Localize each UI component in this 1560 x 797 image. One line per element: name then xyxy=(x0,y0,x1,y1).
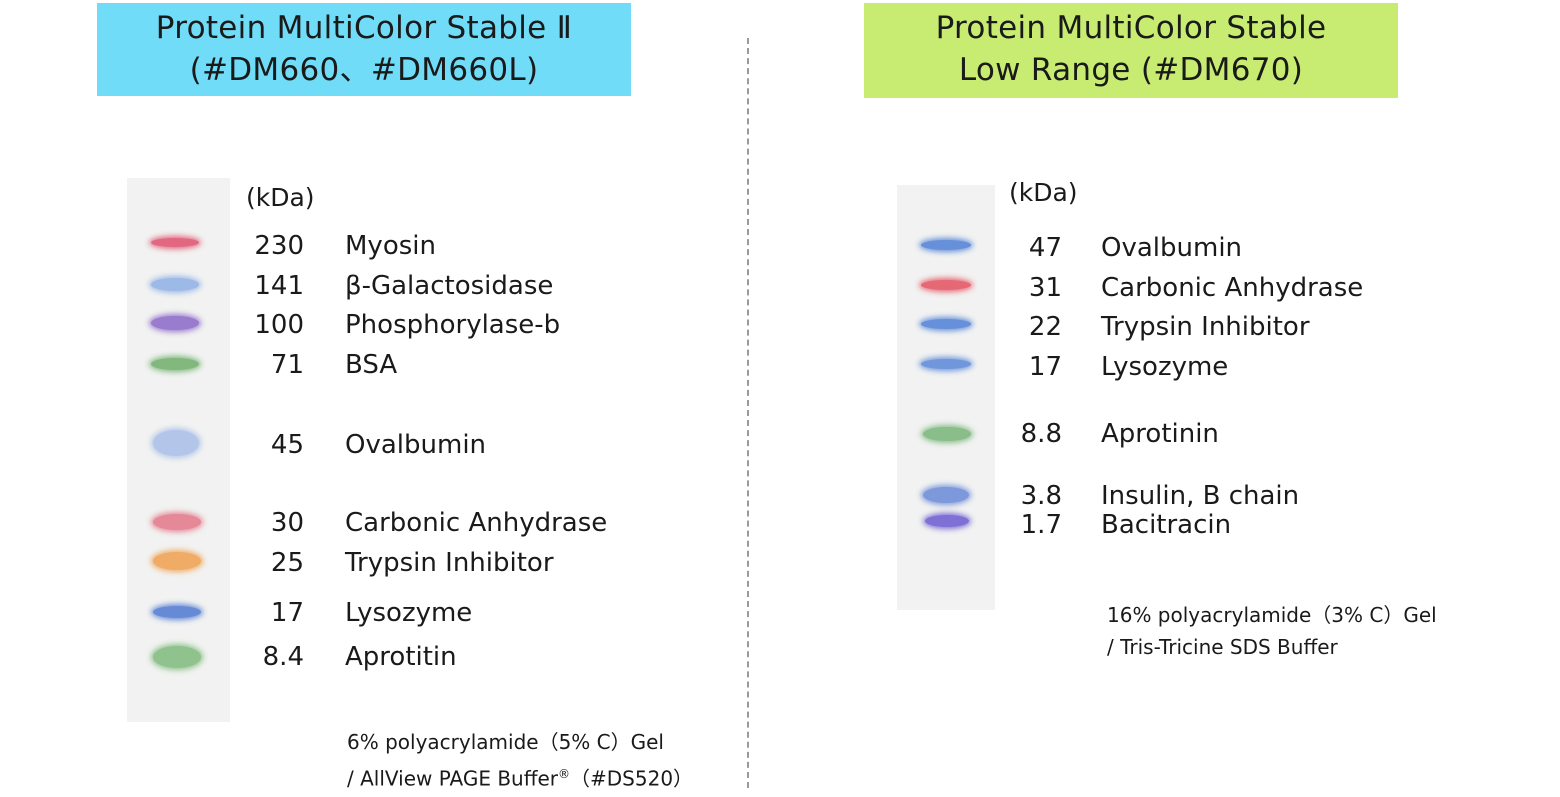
title-dm660-line1: Protein MultiColor Stable Ⅱ xyxy=(155,10,573,46)
gel-conditions-left-line1: 6% polyacrylamide（5% C）Gel xyxy=(347,730,664,754)
mw-value: 8.8 xyxy=(1020,419,1062,449)
protein-name: Bacitracin xyxy=(1101,510,1232,540)
mw-value: 1.7 xyxy=(1020,510,1062,540)
gel-lane-dm660 xyxy=(127,178,230,722)
protein-name: Ovalbumin xyxy=(345,430,487,460)
protein-name: Ovalbumin xyxy=(1101,233,1243,263)
band-carbonic-anhydrase xyxy=(153,514,201,530)
protein-name: β-Galactosidase xyxy=(345,271,554,301)
title-dm660: Protein MultiColor Stable Ⅱ (#DM660、#DM6… xyxy=(97,3,631,96)
mw-value: 8.4 xyxy=(262,642,304,672)
title-dm670-line2: Low Range (#DM670) xyxy=(958,52,1304,88)
title-dm670: Protein MultiColor Stable Low Range (#DM… xyxy=(864,3,1398,98)
band-aprotitin xyxy=(153,646,201,668)
band-bsa xyxy=(151,358,199,370)
gel-conditions-left: 6% polyacrylamide（5% C）Gel / AllView PAG… xyxy=(347,726,693,795)
mw-value: 45 xyxy=(270,430,304,460)
unit-label-right: (kDa) xyxy=(1009,178,1078,207)
gel-lane-dm670 xyxy=(897,185,995,610)
protein-name: Carbonic Anhydrase xyxy=(345,508,608,538)
protein-name: Myosin xyxy=(345,231,436,261)
dashed-divider xyxy=(747,38,749,788)
mw-value: 17 xyxy=(1028,352,1062,382)
title-dm660-line2: (#DM660、#DM660L) xyxy=(189,52,539,88)
protein-name: Trypsin Inhibitor xyxy=(345,548,554,578)
mw-value: 3.8 xyxy=(1020,481,1062,511)
mw-value: 47 xyxy=(1028,233,1062,263)
band-carbonic-anhydrase xyxy=(921,280,971,290)
band-bacitracin xyxy=(925,515,969,527)
protein-name: Lysozyme xyxy=(1101,352,1229,382)
mw-value: 25 xyxy=(270,548,304,578)
unit-label-left: (kDa) xyxy=(246,183,315,212)
protein-name: Aprotinin xyxy=(1101,419,1219,449)
mw-value: 22 xyxy=(1028,312,1062,342)
gel-conditions-right: 16% polyacrylamide（3% C）Gel / Tris-Trici… xyxy=(1107,599,1437,663)
mw-value: 17 xyxy=(270,598,304,628)
protein-name: Carbonic Anhydrase xyxy=(1101,273,1364,303)
band-lysozyme xyxy=(153,606,201,618)
protein-name: Phosphorylase-b xyxy=(345,310,561,340)
registered-mark: ® xyxy=(558,767,571,781)
mw-value: 31 xyxy=(1028,273,1062,303)
protein-name: Trypsin Inhibitor xyxy=(1101,312,1310,342)
band-insulin-b-chain xyxy=(923,487,969,503)
mw-value: 100 xyxy=(254,310,304,340)
mw-value: 30 xyxy=(270,508,304,538)
gel-conditions-right-line1: 16% polyacrylamide（3% C）Gel xyxy=(1107,603,1437,627)
band-lysozyme xyxy=(921,359,971,369)
band-beta-galactosidase xyxy=(151,278,199,291)
mw-value: 71 xyxy=(270,350,304,380)
band-ovalbumin xyxy=(153,430,199,456)
band-trypsin-inhibitor xyxy=(153,552,201,570)
mw-value: 230 xyxy=(254,231,304,261)
band-ovalbumin xyxy=(921,240,971,250)
gel-conditions-right-line2: / Tris-Tricine SDS Buffer xyxy=(1107,635,1338,659)
band-aprotinin xyxy=(923,427,971,441)
mw-value: 141 xyxy=(254,271,304,301)
band-trypsin-inhibitor xyxy=(921,319,971,329)
protein-name: Aprotitin xyxy=(345,642,457,672)
band-phosphorylase-b xyxy=(151,316,199,330)
protein-name: Insulin, B chain xyxy=(1101,481,1300,511)
protein-name: Lysozyme xyxy=(345,598,473,628)
title-dm670-line1: Protein MultiColor Stable xyxy=(935,10,1327,46)
protein-name: BSA xyxy=(345,350,398,380)
band-myosin xyxy=(151,238,199,247)
gel-conditions-left-line2: / AllView PAGE Buffer®（#DS520） xyxy=(347,766,694,791)
